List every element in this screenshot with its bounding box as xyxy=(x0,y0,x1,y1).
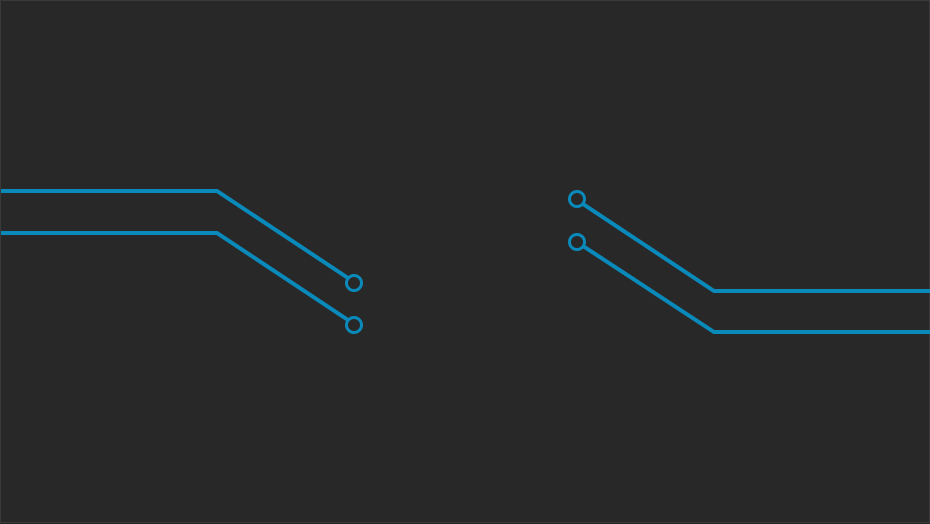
right-trace-group xyxy=(570,192,930,333)
left-trace-upper-pad-icon xyxy=(347,276,362,291)
left-trace-lower-line xyxy=(1,233,348,320)
right-trace-upper-pad-icon xyxy=(570,192,585,207)
left-trace-lower-pad-icon xyxy=(347,318,362,333)
left-trace-group xyxy=(1,191,362,333)
